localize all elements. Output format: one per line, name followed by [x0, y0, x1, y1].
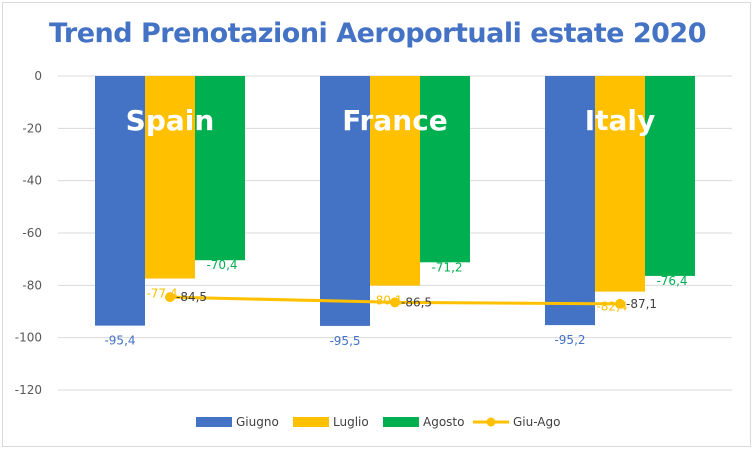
y-tick-label: -120	[15, 383, 42, 397]
y-tick-label: -80	[22, 278, 42, 292]
bar-agosto-france	[420, 76, 470, 263]
data-label-agosto-spain: -70,4	[206, 258, 237, 272]
data-label-giugno-italy: -95,2	[554, 333, 585, 347]
y-tick-label: -100	[15, 331, 42, 345]
legend-swatch-luglio	[293, 417, 329, 427]
marker-giu-ago-france	[390, 297, 400, 308]
legend-label-giu-ago: Giu-Ago	[513, 415, 560, 429]
data-label-luglio-spain: -77,4	[146, 287, 177, 301]
bar-luglio-spain	[145, 76, 195, 279]
category-label-spain: Spain	[126, 104, 215, 137]
category-label-italy: Italy	[585, 104, 656, 137]
legend-swatch-agosto	[383, 417, 419, 427]
legend-label-luglio: Luglio	[333, 415, 369, 429]
chart-title: Trend Prenotazioni Aeroportuali estate 2…	[48, 18, 707, 49]
legend-label-agosto: Agosto	[423, 415, 464, 429]
data-label-agosto-italy: -76,4	[656, 274, 687, 288]
legend-label-giugno: Giugno	[236, 415, 279, 429]
data-label-giu-ago-italy: -87,1	[626, 297, 657, 311]
category-label-france: France	[342, 104, 448, 137]
bar-giugno-italy	[545, 76, 595, 326]
y-tick-label: -40	[22, 174, 42, 188]
data-label-luglio-italy: -82,4	[596, 300, 627, 314]
data-label-agosto-france: -71,2	[431, 260, 462, 274]
bar-agosto-italy	[645, 76, 695, 276]
data-label-giu-ago-spain: -84,5	[176, 290, 207, 304]
data-label-giugno-spain: -95,4	[104, 334, 135, 348]
legend-swatch-giugno	[196, 417, 232, 427]
y-tick-label: -60	[22, 226, 42, 240]
y-tick-label: 0	[34, 69, 42, 83]
y-tick-label: -20	[22, 121, 42, 135]
data-label-giugno-france: -95,5	[329, 334, 360, 348]
data-label-giu-ago-france: -86,5	[401, 295, 432, 309]
marker-giu-ago-spain	[165, 292, 175, 303]
bar-luglio-france	[370, 76, 420, 286]
bar-luglio-italy	[595, 76, 645, 292]
bar-giugno-france	[320, 76, 370, 326]
legend-marker-giu-ago	[486, 417, 496, 427]
marker-giu-ago-italy	[615, 298, 625, 309]
data-label-luglio-france: -80,1	[371, 294, 402, 308]
bar-agosto-spain	[195, 76, 245, 261]
bar-giugno-spain	[95, 76, 145, 326]
